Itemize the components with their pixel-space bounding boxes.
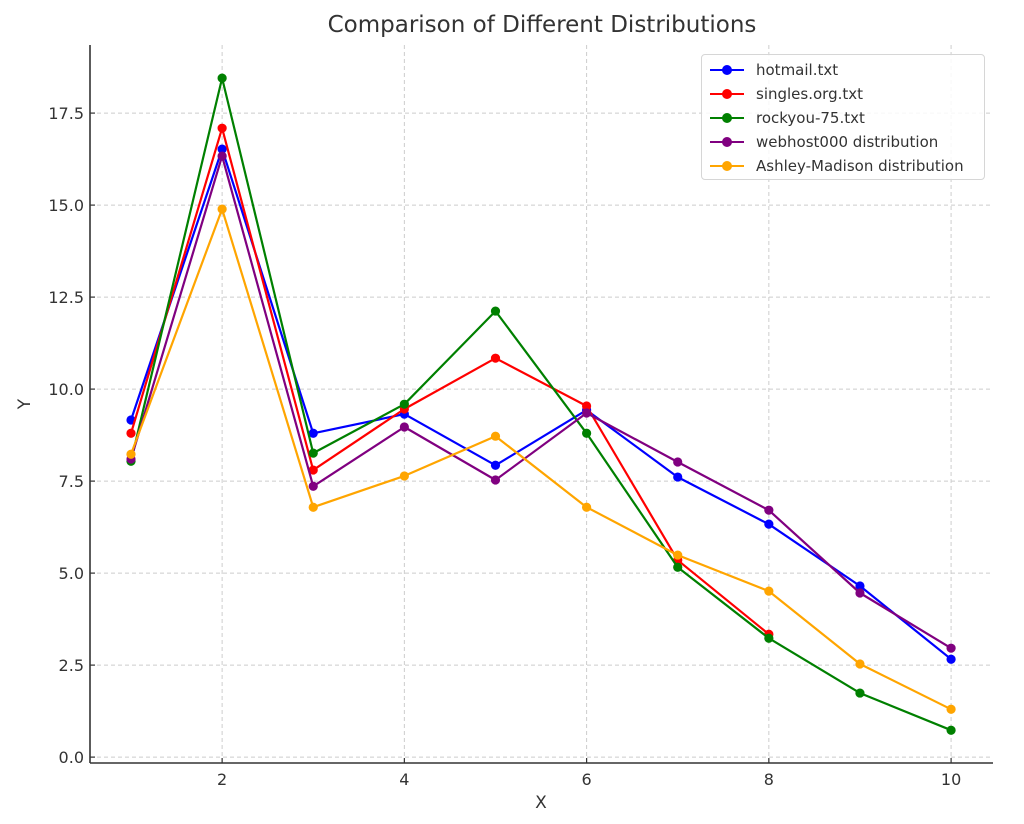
legend-marker-icon (710, 158, 744, 174)
data-point (217, 144, 227, 154)
y-axis-label: Y (15, 398, 35, 410)
series-line (129, 155, 952, 650)
data-point (217, 204, 227, 214)
legend-marker-icon (710, 86, 744, 102)
y-tick-label: 7.5 (59, 472, 84, 491)
y-tick-label: 15.0 (48, 196, 84, 215)
data-point (673, 550, 683, 560)
data-point (217, 73, 227, 83)
data-point (855, 581, 865, 591)
data-point (217, 151, 227, 161)
series-line (129, 76, 952, 732)
data-point (855, 588, 865, 598)
x-axis-label: X (535, 793, 547, 813)
legend-label: hotmail.txt (756, 61, 839, 79)
y-tick-label: 10.0 (48, 380, 84, 399)
legend-item: webhost000 distribution (710, 130, 984, 154)
x-tick-label: 10 (941, 770, 961, 789)
chart-title: Comparison of Different Distributions (327, 12, 757, 38)
x-tick-label: 6 (582, 770, 592, 789)
data-point (490, 306, 501, 316)
series-4 (126, 204, 956, 714)
legend-label: webhost000 distribution (756, 133, 939, 151)
axes (89, 45, 993, 764)
data-point (582, 428, 592, 438)
y-tick-label: 2.5 (59, 656, 84, 675)
y-tick-label: 17.5 (48, 104, 84, 123)
data-point (673, 472, 683, 482)
data-point (308, 448, 318, 458)
data-point (399, 471, 409, 481)
y-tick-label: 5.0 (59, 564, 84, 583)
data-point (946, 725, 956, 735)
legend-item: rockyou-75.txt (710, 106, 984, 130)
data-point (946, 704, 956, 714)
x-tick-label: 4 (399, 770, 409, 789)
series (126, 73, 956, 735)
y-tick-label: 0.0 (59, 748, 84, 767)
legend-marker-icon (710, 134, 744, 150)
data-point (946, 654, 956, 664)
data-point (308, 428, 318, 438)
data-point (673, 457, 683, 467)
data-point (308, 465, 318, 475)
data-point (764, 586, 774, 596)
legend: hotmail.txt singles.org.txt rockyou-75.txt… (701, 54, 985, 180)
data-point (582, 408, 592, 418)
data-point (217, 123, 227, 133)
series-2 (126, 73, 956, 735)
data-point (582, 401, 592, 411)
data-point (855, 659, 865, 669)
x-tick-label: 8 (764, 770, 774, 789)
series-line (129, 127, 770, 636)
ticks: 2 4 6 8 10 0.0 2.5 5.0 7.5 10.0 12.5 15.0 17.5 (48, 104, 961, 789)
legend-label: Ashley-Madison distribution (756, 157, 964, 175)
series-0 (126, 144, 956, 664)
data-point (399, 422, 409, 432)
series-3 (126, 151, 956, 653)
data-point (582, 502, 592, 512)
series-line (129, 208, 952, 711)
data-point (490, 431, 501, 441)
data-point (126, 449, 136, 459)
legend-item: hotmail.txt (710, 58, 984, 82)
data-point (399, 399, 409, 409)
legend-label: singles.org.txt (756, 85, 863, 103)
data-point (126, 428, 136, 438)
legend-marker-icon (710, 110, 744, 126)
legend-label: rockyou-75.txt (756, 109, 865, 127)
legend-item: singles.org.txt (710, 82, 984, 106)
series-line (129, 148, 952, 661)
legend-marker-icon (710, 62, 744, 78)
data-point (764, 505, 774, 515)
data-point (764, 633, 774, 643)
data-point (308, 502, 318, 512)
x-tick-label: 2 (217, 770, 227, 789)
data-point (308, 481, 318, 491)
data-point (855, 688, 865, 698)
series-1 (126, 123, 774, 639)
data-point (673, 562, 683, 572)
data-point (490, 475, 501, 485)
legend-item: Ashley-Madison distribution (710, 154, 984, 178)
data-point (490, 460, 501, 470)
data-point (490, 353, 501, 363)
y-tick-label: 12.5 (48, 288, 84, 307)
data-point (946, 643, 956, 653)
data-point (764, 519, 774, 529)
